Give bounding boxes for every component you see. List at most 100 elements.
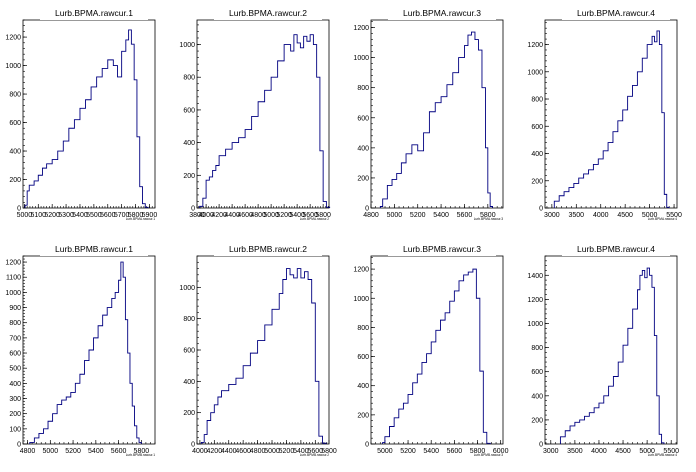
y-tick-label: 800 xyxy=(357,325,369,332)
y-tick-label: 400 xyxy=(531,151,543,158)
pad-title: Lurb.BPMA.rawcur.3 xyxy=(388,7,496,20)
x-axis-title: Lurb.BPMA.rawcur.2 xyxy=(300,217,329,221)
x-axis-title: Lurb.BPMA.rawcur.1 xyxy=(126,217,155,221)
histogram-svg: 0 200 400 600 800 1000 1200 4800 5000 5200 5400 560… xyxy=(353,19,504,221)
y-tick-label: 400 xyxy=(183,140,195,147)
plot-frame xyxy=(196,19,330,209)
x-tick-label: 4400 xyxy=(224,212,240,219)
x-tick-label: 4200 xyxy=(211,212,227,219)
x-tick-label: 5600 xyxy=(308,448,324,455)
x-tick-label: 5500 xyxy=(666,212,682,219)
x-tick-label: 5600 xyxy=(447,448,463,455)
y-tick-label: 900 xyxy=(9,305,21,312)
x-tick-label: 5000 xyxy=(17,212,33,219)
y-tick-label: 1000 xyxy=(353,296,369,303)
x-tick-label: 5800 xyxy=(470,448,486,455)
x-tick-label: 3800 xyxy=(189,212,205,219)
x-tick-label: 4000 xyxy=(192,448,208,455)
y-tick-label: 800 xyxy=(9,320,21,327)
pad-title: Lurb.BPMA.rawcur.1 xyxy=(40,7,148,20)
y-tick-label: 1000 xyxy=(527,69,543,76)
y-tick-label: 600 xyxy=(9,351,21,358)
plot-frame xyxy=(22,19,156,209)
histogram-svg: 0 100 200 300 400 500 600 700 800 900 1000 1100 1200… xyxy=(5,255,156,457)
y-tick-label: 1200 xyxy=(353,267,369,274)
y-tick-label: 600 xyxy=(531,369,543,376)
y-tick-label: 1200 xyxy=(353,25,369,32)
x-tick-label: 5000 xyxy=(264,448,280,455)
histogram-line xyxy=(382,268,491,444)
x-axis-title: Lurb.BPMB.rawcur.3 xyxy=(474,453,503,457)
pad-title: Lurb.BPMA.rawcur.2 xyxy=(214,7,322,20)
histogram-pad: 0 200 400 600 800 1000 1200 4800 5000 5200 5400 560… xyxy=(348,0,522,236)
histogram-svg: 0 200 400 600 800 1000 1200 5000 5200 5400 5600 580… xyxy=(353,255,509,457)
y-tick-label: 0 xyxy=(539,442,543,449)
x-tick-label: 5600 xyxy=(457,212,473,219)
histogram-pad: 0 200 400 600 800 1000 1200 5000 5100 5200 5300 540… xyxy=(0,0,174,236)
histogram-pad: 0 200 400 600 800 1000 1200 5000 5200 5400 5600 580… xyxy=(348,236,522,472)
histogram-line xyxy=(199,34,331,208)
y-tick-label: 600 xyxy=(357,115,369,122)
y-tick-label: 800 xyxy=(183,75,195,82)
x-tick-label: 5500 xyxy=(86,212,102,219)
y-tick-label: 0 xyxy=(365,206,369,213)
histogram-svg: 0 200 400 600 800 1000 38004000420044004600480… xyxy=(179,19,331,221)
y-tick-label: 800 xyxy=(357,85,369,92)
x-tick-label: 4200 xyxy=(207,448,223,455)
x-tick-label: 4800 xyxy=(250,212,266,219)
x-tick-label: 4000 xyxy=(591,448,607,455)
y-tick-label: 200 xyxy=(9,177,21,184)
x-tick-label: 5800 xyxy=(321,448,337,455)
x-tick-label: 5200 xyxy=(410,212,426,219)
x-tick-label: 3500 xyxy=(568,212,584,219)
y-tick-label: 800 xyxy=(531,345,543,352)
x-tick-label: 5800 xyxy=(134,448,150,455)
x-tick-label: 5800 xyxy=(128,212,144,219)
pad-title: Lurb.BPMB.rawcur.1 xyxy=(40,243,148,256)
y-tick-label: 500 xyxy=(9,366,21,373)
x-tick-label: 5000 xyxy=(263,212,279,219)
y-tick-label: 1000 xyxy=(353,55,369,62)
histogram-line xyxy=(559,267,665,444)
x-tick-label: 4800 xyxy=(250,448,266,455)
histogram-line xyxy=(24,29,149,208)
histogram-pad: 0 200 400 600 800 1000 4000 4200 4400 4600 4800 500… xyxy=(174,236,348,472)
x-tick-label: 4400 xyxy=(221,448,237,455)
x-tick-label: 5800 xyxy=(480,212,496,219)
x-tick-label: 6000 xyxy=(493,448,509,455)
plot-frame xyxy=(544,19,678,209)
y-tick-label: 800 xyxy=(183,316,195,323)
y-tick-label: 400 xyxy=(357,145,369,152)
y-tick-label: 1000 xyxy=(179,42,195,49)
x-axis-title: Lurb.BPMB.rawcur.4 xyxy=(648,453,677,457)
plot-frame xyxy=(370,255,504,445)
x-tick-label: 5000 xyxy=(639,448,655,455)
x-axis-title: Lurb.BPMA.rawcur.4 xyxy=(648,217,677,221)
x-tick-label: 5900 xyxy=(142,212,158,219)
x-tick-label: 5200 xyxy=(279,448,295,455)
y-tick-label: 200 xyxy=(357,412,369,419)
x-axis-title: Lurb.BPMB.rawcur.2 xyxy=(300,453,329,457)
y-tick-label: 300 xyxy=(9,396,21,403)
x-tick-label: 5600 xyxy=(100,212,116,219)
x-tick-label: 4000 xyxy=(593,212,609,219)
y-tick-label: 600 xyxy=(183,107,195,114)
x-tick-label: 4500 xyxy=(617,212,633,219)
plot-frame xyxy=(544,255,678,445)
y-tick-label: 1000 xyxy=(5,63,21,70)
pad-title: Lurb.BPMB.rawcur.3 xyxy=(388,243,496,256)
histogram-svg: 0 200 400 600 800 1000 40004200440046004800500… xyxy=(179,255,337,457)
y-tick-label: 200 xyxy=(357,175,369,182)
y-tick-label: 600 xyxy=(183,348,195,355)
x-tick-label: 5600 xyxy=(302,212,318,219)
y-tick-label: 400 xyxy=(9,149,21,156)
x-tick-label: 5400 xyxy=(289,212,305,219)
y-tick-label: 0 xyxy=(17,442,21,449)
x-tick-label: 4600 xyxy=(235,448,251,455)
x-tick-label: 5800 xyxy=(315,212,331,219)
y-tick-label: 1200 xyxy=(5,260,21,267)
y-tick-label: 100 xyxy=(9,426,21,433)
y-tick-label: 400 xyxy=(183,379,195,386)
x-tick-label: 4500 xyxy=(615,448,631,455)
y-tick-label: 600 xyxy=(9,120,21,127)
